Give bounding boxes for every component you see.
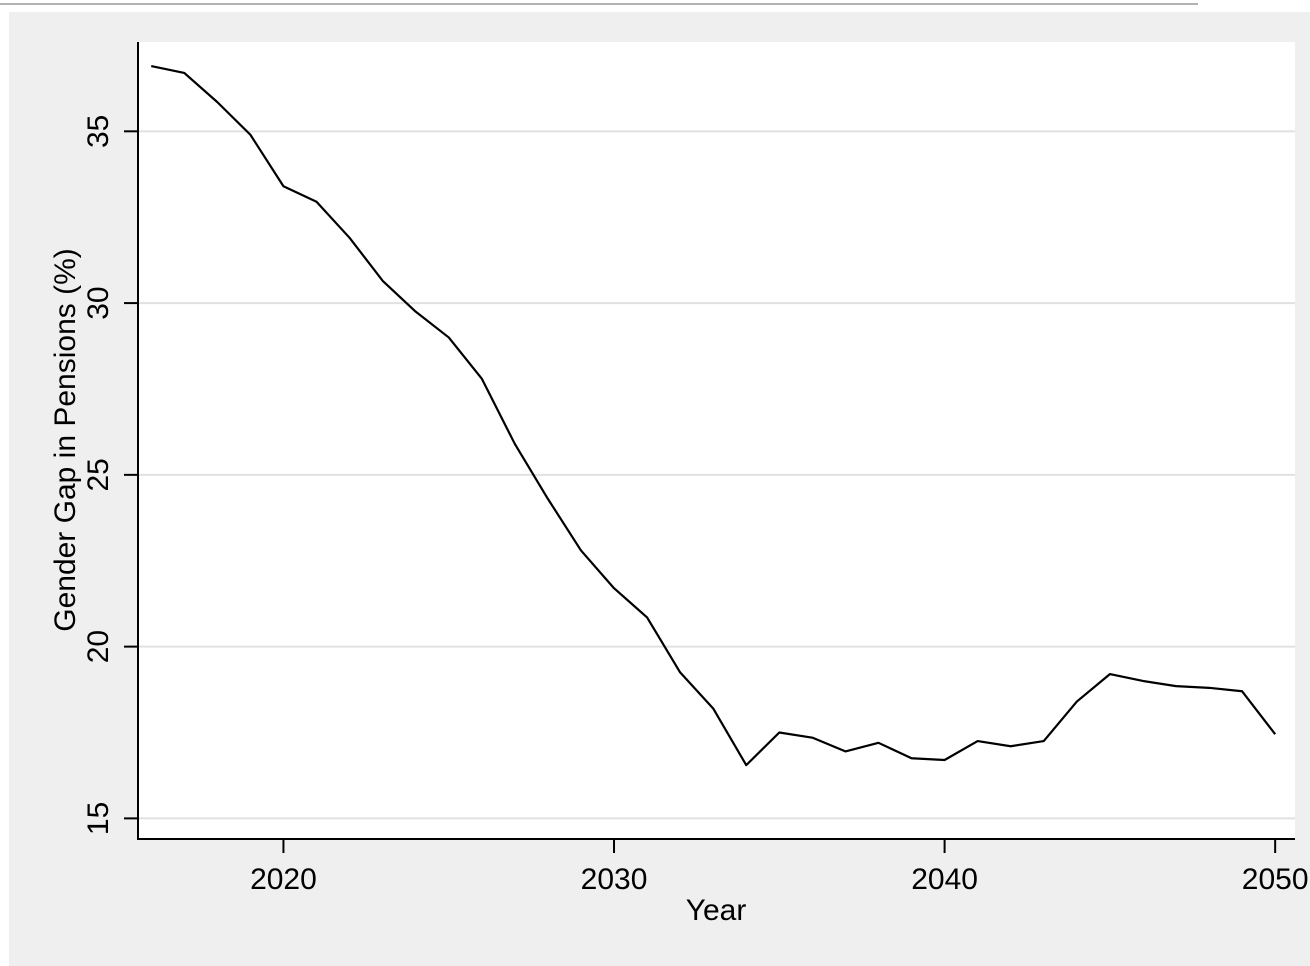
y-axis-title: Gender Gap in Pensions (%)	[49, 248, 82, 632]
axes	[124, 42, 1295, 853]
x-tick-label-2030: 2030	[581, 863, 648, 896]
gridlines	[138, 130, 1295, 820]
x-tick-label-2050: 2050	[1242, 863, 1309, 896]
y-tick-label-25: 25	[82, 458, 115, 491]
y-tick-label-20: 20	[82, 630, 115, 663]
x-tick-label-2040: 2040	[911, 863, 978, 896]
series-layer	[150, 64, 1277, 767]
x-tick-label-2020: 2020	[250, 863, 317, 896]
x-axis-title: Year	[686, 894, 747, 927]
tick-labels: 15 20 25 30 35 2020 2030 2040 2050	[82, 115, 1309, 896]
y-tick-label-35: 35	[82, 115, 115, 148]
y-tick-label-30: 30	[82, 286, 115, 319]
plot-area	[138, 42, 1295, 839]
y-tick-label-15: 15	[82, 802, 115, 835]
series-line-0	[150, 64, 1277, 767]
